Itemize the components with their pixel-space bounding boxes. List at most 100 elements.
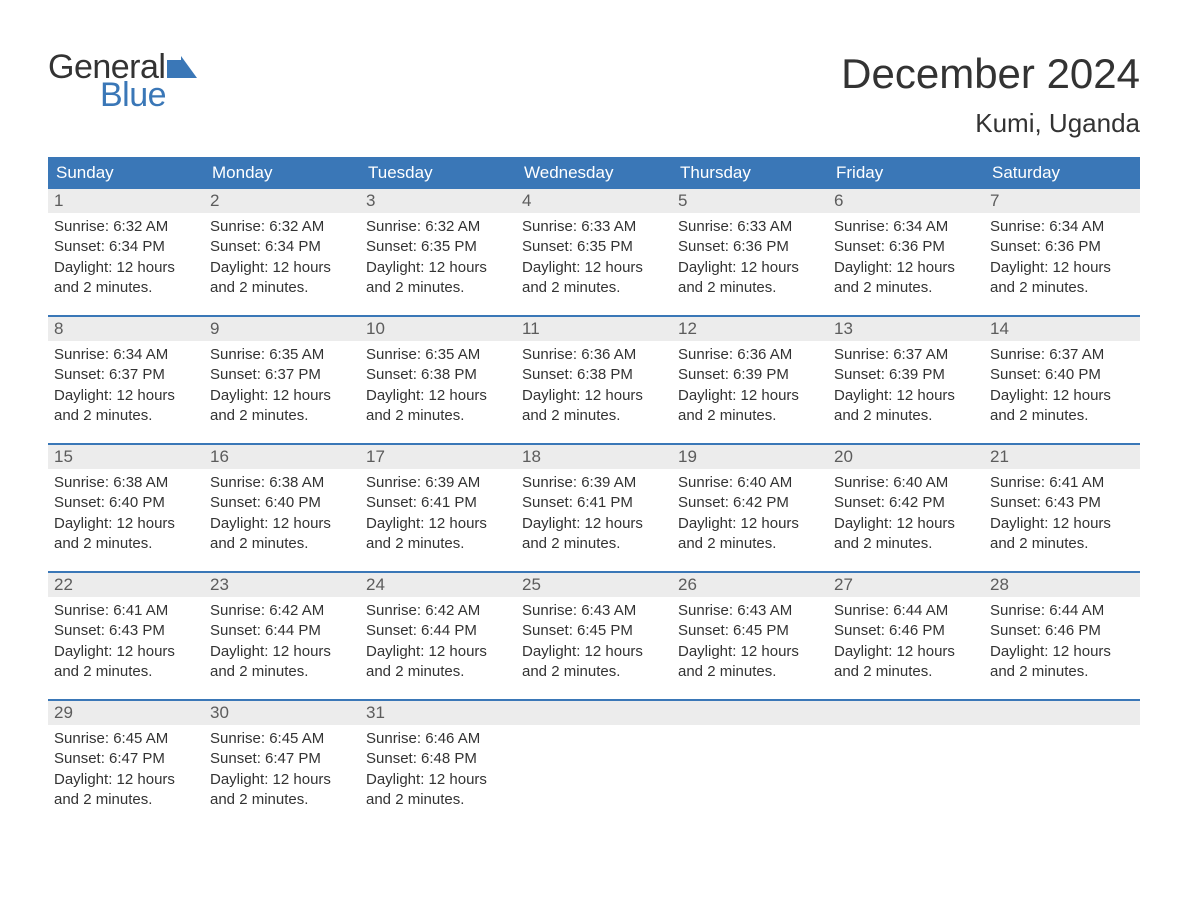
day-cell: 31Sunrise: 6:46 AMSunset: 6:48 PMDayligh… (360, 701, 516, 827)
sunrise-line: Sunrise: 6:43 AM (678, 601, 822, 621)
title-block: December 2024 Kumi, Uganda (841, 50, 1140, 139)
daylight-line: Daylight: 12 hours and 2 minutes. (54, 258, 198, 299)
sunrise-line: Sunrise: 6:38 AM (210, 473, 354, 493)
logo: General Blue (48, 50, 197, 112)
weekday-header: Tuesday (360, 157, 516, 189)
day-body: Sunrise: 6:46 AMSunset: 6:48 PMDaylight:… (360, 725, 516, 814)
sunset-line: Sunset: 6:36 PM (990, 237, 1134, 257)
sunrise-line: Sunrise: 6:39 AM (366, 473, 510, 493)
sunset-line: Sunset: 6:44 PM (366, 621, 510, 641)
day-number: 3 (360, 189, 516, 213)
day-cell: 19Sunrise: 6:40 AMSunset: 6:42 PMDayligh… (672, 445, 828, 571)
sunrise-line: Sunrise: 6:34 AM (834, 217, 978, 237)
daylight-line: Daylight: 12 hours and 2 minutes. (678, 386, 822, 427)
sunrise-line: Sunrise: 6:43 AM (522, 601, 666, 621)
sunrise-line: Sunrise: 6:33 AM (678, 217, 822, 237)
day-body: Sunrise: 6:41 AMSunset: 6:43 PMDaylight:… (984, 469, 1140, 558)
day-number-empty (828, 701, 984, 725)
daylight-line: Daylight: 12 hours and 2 minutes. (210, 386, 354, 427)
daylight-line: Daylight: 12 hours and 2 minutes. (678, 258, 822, 299)
day-cell: 11Sunrise: 6:36 AMSunset: 6:38 PMDayligh… (516, 317, 672, 443)
day-cell: 9Sunrise: 6:35 AMSunset: 6:37 PMDaylight… (204, 317, 360, 443)
day-number-empty (516, 701, 672, 725)
sunset-line: Sunset: 6:39 PM (834, 365, 978, 385)
day-body: Sunrise: 6:40 AMSunset: 6:42 PMDaylight:… (828, 469, 984, 558)
day-number: 26 (672, 573, 828, 597)
sunset-line: Sunset: 6:41 PM (522, 493, 666, 513)
day-number: 1 (48, 189, 204, 213)
day-body: Sunrise: 6:33 AMSunset: 6:35 PMDaylight:… (516, 213, 672, 302)
sunrise-line: Sunrise: 6:42 AM (366, 601, 510, 621)
sunset-line: Sunset: 6:41 PM (366, 493, 510, 513)
sunset-line: Sunset: 6:37 PM (54, 365, 198, 385)
sunset-line: Sunset: 6:35 PM (366, 237, 510, 257)
sunset-line: Sunset: 6:37 PM (210, 365, 354, 385)
day-body: Sunrise: 6:38 AMSunset: 6:40 PMDaylight:… (204, 469, 360, 558)
sunrise-line: Sunrise: 6:41 AM (54, 601, 198, 621)
sunrise-line: Sunrise: 6:36 AM (678, 345, 822, 365)
sunset-line: Sunset: 6:40 PM (990, 365, 1134, 385)
day-number: 8 (48, 317, 204, 341)
day-body: Sunrise: 6:32 AMSunset: 6:35 PMDaylight:… (360, 213, 516, 302)
day-body: Sunrise: 6:42 AMSunset: 6:44 PMDaylight:… (204, 597, 360, 686)
sunset-line: Sunset: 6:45 PM (522, 621, 666, 641)
sunrise-line: Sunrise: 6:35 AM (366, 345, 510, 365)
sunset-line: Sunset: 6:38 PM (366, 365, 510, 385)
weekday-header: Monday (204, 157, 360, 189)
day-number: 7 (984, 189, 1140, 213)
daylight-line: Daylight: 12 hours and 2 minutes. (54, 770, 198, 811)
sunrise-line: Sunrise: 6:40 AM (678, 473, 822, 493)
day-cell: 15Sunrise: 6:38 AMSunset: 6:40 PMDayligh… (48, 445, 204, 571)
sunrise-line: Sunrise: 6:32 AM (366, 217, 510, 237)
sunrise-line: Sunrise: 6:35 AM (210, 345, 354, 365)
daylight-line: Daylight: 12 hours and 2 minutes. (522, 386, 666, 427)
day-cell: 12Sunrise: 6:36 AMSunset: 6:39 PMDayligh… (672, 317, 828, 443)
day-body: Sunrise: 6:43 AMSunset: 6:45 PMDaylight:… (516, 597, 672, 686)
day-cell (672, 701, 828, 827)
sunset-line: Sunset: 6:38 PM (522, 365, 666, 385)
day-number: 27 (828, 573, 984, 597)
day-body: Sunrise: 6:42 AMSunset: 6:44 PMDaylight:… (360, 597, 516, 686)
sunrise-line: Sunrise: 6:39 AM (522, 473, 666, 493)
daylight-line: Daylight: 12 hours and 2 minutes. (366, 642, 510, 683)
day-number: 4 (516, 189, 672, 213)
day-cell: 28Sunrise: 6:44 AMSunset: 6:46 PMDayligh… (984, 573, 1140, 699)
daylight-line: Daylight: 12 hours and 2 minutes. (210, 642, 354, 683)
sunrise-line: Sunrise: 6:40 AM (834, 473, 978, 493)
sunset-line: Sunset: 6:39 PM (678, 365, 822, 385)
daylight-line: Daylight: 12 hours and 2 minutes. (54, 386, 198, 427)
sunrise-line: Sunrise: 6:38 AM (54, 473, 198, 493)
day-cell (984, 701, 1140, 827)
daylight-line: Daylight: 12 hours and 2 minutes. (366, 258, 510, 299)
sunrise-line: Sunrise: 6:44 AM (834, 601, 978, 621)
day-body: Sunrise: 6:38 AMSunset: 6:40 PMDaylight:… (48, 469, 204, 558)
day-body: Sunrise: 6:39 AMSunset: 6:41 PMDaylight:… (516, 469, 672, 558)
sunrise-line: Sunrise: 6:46 AM (366, 729, 510, 749)
weekday-header: Saturday (984, 157, 1140, 189)
sunrise-line: Sunrise: 6:32 AM (54, 217, 198, 237)
sunset-line: Sunset: 6:40 PM (210, 493, 354, 513)
day-cell: 23Sunrise: 6:42 AMSunset: 6:44 PMDayligh… (204, 573, 360, 699)
weekday-header: Friday (828, 157, 984, 189)
page-header: General Blue December 2024 Kumi, Uganda (48, 50, 1140, 139)
sunset-line: Sunset: 6:43 PM (990, 493, 1134, 513)
day-body: Sunrise: 6:36 AMSunset: 6:39 PMDaylight:… (672, 341, 828, 430)
day-body: Sunrise: 6:36 AMSunset: 6:38 PMDaylight:… (516, 341, 672, 430)
calendar-week: 8Sunrise: 6:34 AMSunset: 6:37 PMDaylight… (48, 315, 1140, 443)
day-number: 31 (360, 701, 516, 725)
day-number: 30 (204, 701, 360, 725)
calendar-week: 15Sunrise: 6:38 AMSunset: 6:40 PMDayligh… (48, 443, 1140, 571)
daylight-line: Daylight: 12 hours and 2 minutes. (990, 386, 1134, 427)
day-cell: 10Sunrise: 6:35 AMSunset: 6:38 PMDayligh… (360, 317, 516, 443)
sunrise-line: Sunrise: 6:42 AM (210, 601, 354, 621)
day-body: Sunrise: 6:32 AMSunset: 6:34 PMDaylight:… (204, 213, 360, 302)
day-cell: 4Sunrise: 6:33 AMSunset: 6:35 PMDaylight… (516, 189, 672, 315)
daylight-line: Daylight: 12 hours and 2 minutes. (834, 642, 978, 683)
day-cell: 27Sunrise: 6:44 AMSunset: 6:46 PMDayligh… (828, 573, 984, 699)
sunset-line: Sunset: 6:43 PM (54, 621, 198, 641)
daylight-line: Daylight: 12 hours and 2 minutes. (678, 514, 822, 555)
day-number: 20 (828, 445, 984, 469)
day-cell: 20Sunrise: 6:40 AMSunset: 6:42 PMDayligh… (828, 445, 984, 571)
day-body: Sunrise: 6:39 AMSunset: 6:41 PMDaylight:… (360, 469, 516, 558)
sunset-line: Sunset: 6:42 PM (678, 493, 822, 513)
